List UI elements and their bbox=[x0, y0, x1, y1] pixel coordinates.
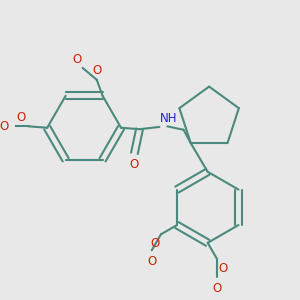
Text: O: O bbox=[147, 255, 156, 268]
Text: O: O bbox=[212, 282, 222, 295]
Text: O: O bbox=[0, 120, 9, 133]
Text: O: O bbox=[218, 262, 228, 275]
Text: O: O bbox=[72, 53, 81, 67]
Text: O: O bbox=[150, 237, 160, 250]
Text: NH: NH bbox=[160, 112, 178, 124]
Text: O: O bbox=[16, 111, 26, 124]
Text: O: O bbox=[130, 158, 139, 172]
Text: O: O bbox=[92, 64, 101, 77]
